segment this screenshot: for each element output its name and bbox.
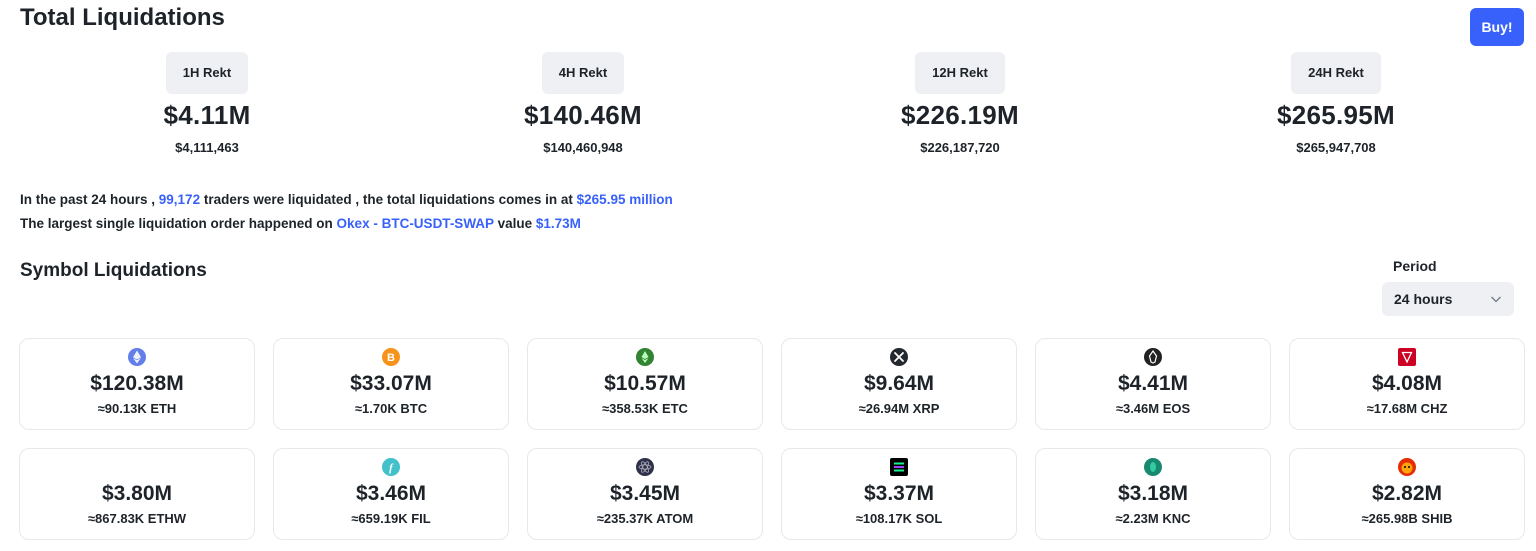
symbol-card-sol[interactable]: $3.37M ≈108.17K SOL (781, 448, 1017, 540)
liquidation-amount: $10.57M (604, 372, 686, 395)
liquidation-quantity: ≈90.13K ETH (97, 401, 177, 416)
summary-line-2: The largest single liquidation order hap… (20, 216, 581, 231)
period-label: Period (1393, 258, 1437, 274)
liquidation-amount: $2.82M (1371, 482, 1443, 505)
rekt-12h-full: $226,187,720 (920, 140, 1000, 155)
total-liquidation: $265.95 million (576, 192, 673, 207)
buy-button[interactable]: Buy! (1470, 8, 1524, 46)
fil-icon: f (382, 458, 400, 476)
liquidation-amount: $3.37M (863, 482, 935, 505)
liquidation-quantity: ≈659.19K FIL (351, 511, 431, 526)
period-select[interactable]: 24 hours (1382, 282, 1514, 316)
largest-order-exchange[interactable]: Okex - BTC-USDT-SWAP (336, 216, 494, 231)
sol-icon (890, 458, 908, 476)
liquidation-quantity: ≈2.23M KNC (1115, 511, 1191, 526)
btc-icon: B (382, 348, 400, 366)
summary-line-1: In the past 24 hours , 99,172 traders we… (20, 192, 673, 207)
liquidation-amount: $3.45M (609, 482, 681, 505)
chevron-down-icon (1491, 296, 1501, 303)
eth-icon (128, 348, 146, 366)
liquidation-quantity: ≈26.94M XRP (858, 401, 940, 416)
rekt-24h-short: $265.95M (1276, 100, 1396, 130)
liquidation-quantity: ≈358.53K ETC (602, 401, 688, 416)
liquidation-amount: $9.64M (863, 372, 935, 395)
symbol-card-fil[interactable]: f $3.46M ≈659.19K FIL (273, 448, 509, 540)
xrp-icon (890, 348, 908, 366)
knc-icon (1144, 458, 1162, 476)
rekt-4h-short: $140.46M (523, 100, 643, 130)
svg-text:f: f (389, 462, 394, 474)
etc-icon (636, 348, 654, 366)
traders-count: 99,172 (158, 192, 201, 207)
symbol-card-etc[interactable]: $10.57M ≈358.53K ETC (527, 338, 763, 430)
period-value: 24 hours (1394, 291, 1453, 307)
chz-icon (1398, 348, 1416, 366)
symbol-card-chz[interactable]: $4.08M ≈17.68M CHZ (1289, 338, 1525, 430)
rekt-4h-label: 4H Rekt (541, 52, 625, 94)
symbol-grid: $120.38M ≈90.13K ETH B $33.07M ≈1.70K BT… (19, 338, 1525, 540)
symbol-card-xrp[interactable]: $9.64M ≈26.94M XRP (781, 338, 1017, 430)
liquidation-quantity: ≈108.17K SOL (855, 511, 943, 526)
liquidation-quantity: ≈867.83K ETHW (87, 511, 187, 526)
shib-icon (1398, 458, 1416, 476)
liquidation-amount: $3.80M (101, 482, 173, 505)
atom-icon (636, 458, 654, 476)
rekt-24h-label: 24H Rekt (1291, 52, 1381, 94)
rekt-1h-full: $4,111,463 (175, 140, 239, 155)
svg-text:B: B (387, 352, 395, 364)
liquidation-quantity: ≈1.70K BTC (354, 401, 428, 416)
rekt-24h-full: $265,947,708 (1296, 140, 1376, 155)
symbol-card-eos[interactable]: $4.41M ≈3.46M EOS (1035, 338, 1271, 430)
rekt-4h: 4H Rekt $140.46M $140,460,948 (483, 52, 683, 155)
symbol-liquidations-title: Symbol Liquidations (20, 260, 207, 281)
liquidation-amount: $120.38M (90, 372, 184, 395)
symbol-card-atom[interactable]: $3.45M ≈235.37K ATOM (527, 448, 763, 540)
liquidation-quantity: ≈235.37K ATOM (596, 511, 694, 526)
liquidation-amount: $3.18M (1117, 482, 1189, 505)
symbol-card-btc[interactable]: B $33.07M ≈1.70K BTC (273, 338, 509, 430)
liquidation-summary: In the past 24 hours , 99,172 traders we… (20, 188, 673, 236)
symbol-card-shib[interactable]: $2.82M ≈265.98B SHIB (1289, 448, 1525, 540)
largest-order-value: $1.73M (535, 216, 581, 231)
rekt-1h-short: $4.11M (163, 100, 251, 130)
liquidation-quantity: ≈265.98B SHIB (1361, 511, 1453, 526)
page-title: Total Liquidations (20, 4, 225, 31)
symbol-card-ethw[interactable]: $3.80M ≈867.83K ETHW (19, 448, 255, 540)
symbol-card-eth[interactable]: $120.38M ≈90.13K ETH (19, 338, 255, 430)
rekt-24h: 24H Rekt $265.95M $265,947,708 (1236, 52, 1436, 155)
rekt-12h-short: $226.19M (900, 100, 1020, 130)
liquidation-amount: $4.41M (1117, 372, 1189, 395)
rekt-12h: 12H Rekt $226.19M $226,187,720 (860, 52, 1060, 155)
rekt-1h: 1H Rekt $4.11M $4,111,463 (107, 52, 307, 155)
rekt-1h-label: 1H Rekt (165, 52, 249, 94)
liquidation-amount: $4.08M (1371, 372, 1443, 395)
rekt-12h-label: 12H Rekt (915, 52, 1005, 94)
liquidation-quantity: ≈17.68M CHZ (1366, 401, 1448, 416)
liquidation-amount: $3.46M (355, 482, 427, 505)
liquidation-amount: $33.07M (350, 372, 432, 395)
symbol-card-knc[interactable]: $3.18M ≈2.23M KNC (1035, 448, 1271, 540)
eos-icon (1144, 348, 1162, 366)
rekt-4h-full: $140,460,948 (543, 140, 623, 155)
liquidation-quantity: ≈3.46M EOS (1115, 401, 1191, 416)
